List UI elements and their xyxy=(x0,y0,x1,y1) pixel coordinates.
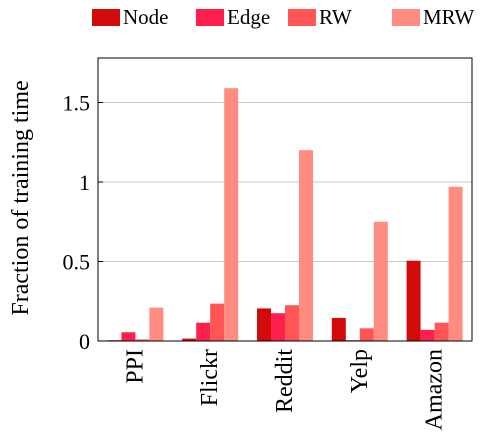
y-tick-label: 1 xyxy=(79,170,90,195)
plot-frame xyxy=(97,57,473,342)
legend-label-rw: RW xyxy=(319,5,352,29)
bar-rw-yelp xyxy=(359,328,374,341)
bar-edge-flickr xyxy=(196,322,211,341)
x-axis: PPI Flickr Reddit Yelp Amazon xyxy=(122,349,447,431)
bar-node-reddit xyxy=(257,308,271,341)
bars xyxy=(107,88,463,341)
x-tick-label-amazon: Amazon xyxy=(422,349,448,430)
bar-node-amazon xyxy=(406,260,421,341)
bar-node-flickr xyxy=(182,338,197,341)
legend: Node Edge RW MRW xyxy=(92,5,475,29)
bar-edge-ppi xyxy=(121,332,136,341)
legend-label-edge: Edge xyxy=(227,5,270,29)
bar-rw-reddit xyxy=(285,305,299,341)
y-gridlines xyxy=(98,102,472,262)
bar-mrw-reddit xyxy=(299,150,313,341)
legend-swatch-edge xyxy=(196,9,224,26)
legend-label-mrw: MRW xyxy=(423,5,475,29)
bar-rw-ppi xyxy=(135,339,150,341)
legend-label-node: Node xyxy=(123,5,169,29)
bar-mrw-ppi xyxy=(149,307,164,341)
x-tick-label-reddit: Reddit xyxy=(272,349,298,413)
bar-rw-amazon xyxy=(434,322,449,341)
x-tick-label-flickr: Flickr xyxy=(197,349,223,406)
bar-rw-flickr xyxy=(210,303,225,341)
bar-mrw-yelp xyxy=(373,221,388,341)
bar-node-yelp xyxy=(331,317,346,341)
y-axis: 0 0.5 1 1.5 xyxy=(63,91,103,354)
y-axis-label: Fraction of training time xyxy=(8,80,34,315)
y-tick-label: 1.5 xyxy=(63,91,91,116)
legend-swatch-mrw xyxy=(392,9,420,26)
x-tick-label-yelp: Yelp xyxy=(347,349,373,393)
y-tick-label: 0.5 xyxy=(63,250,91,275)
legend-swatch-rw xyxy=(288,9,316,26)
bar-edge-reddit xyxy=(271,313,285,341)
bar-mrw-flickr xyxy=(224,88,239,341)
y-tick-label: 0 xyxy=(79,329,90,354)
bar-mrw-amazon xyxy=(448,186,463,341)
bar-edge-amazon xyxy=(420,329,435,341)
x-tick-label-ppi: PPI xyxy=(122,349,148,384)
legend-swatch-node xyxy=(92,9,120,26)
